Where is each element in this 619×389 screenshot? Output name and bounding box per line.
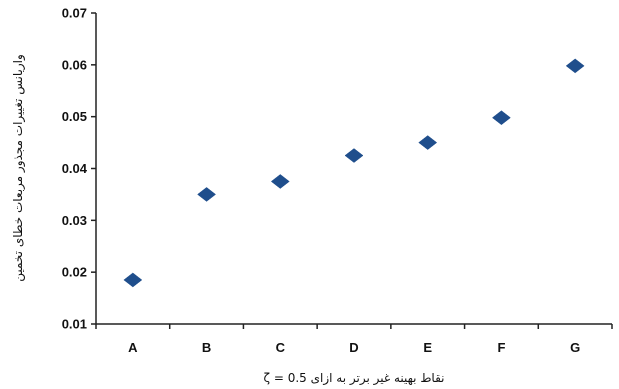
y-tick-label: 0.03 xyxy=(62,213,87,228)
data-point-E xyxy=(418,135,438,150)
data-point-D xyxy=(344,148,364,163)
data-point-C xyxy=(270,174,290,189)
y-tick-label: 0.04 xyxy=(62,161,88,176)
y-axis-title: واريانس تغييرات مجذور مربعات خطاى تخمين xyxy=(11,54,26,282)
y-tick-label: 0.01 xyxy=(62,317,87,332)
x-tick-label: C xyxy=(276,340,286,355)
x-ticks: A B C D E F G xyxy=(95,324,613,355)
x-tick-label: F xyxy=(497,340,505,355)
x-axis-title: نقاط بهينه غير برتر به ازاى 0.5 = ζ xyxy=(264,371,445,386)
x-tick-label: A xyxy=(128,340,138,355)
y-ticks: 0.01 0.02 0.03 0.04 0.05 0.06 0.07 xyxy=(62,6,96,332)
data-points xyxy=(123,58,585,288)
data-point-B xyxy=(197,187,216,202)
x-tick-label: G xyxy=(570,340,580,355)
x-tick-label: B xyxy=(202,340,211,355)
x-tick-label: E xyxy=(423,340,432,355)
plot-area xyxy=(95,13,612,325)
data-point-G xyxy=(565,58,585,74)
y-tick-label: 0.07 xyxy=(62,6,87,21)
data-point-F xyxy=(492,110,511,126)
data-point-A xyxy=(123,272,143,288)
y-tick-label: 0.06 xyxy=(62,57,87,72)
y-tick-label: 0.05 xyxy=(62,109,87,124)
y-tick-label: 0.02 xyxy=(62,265,87,280)
x-tick-label: D xyxy=(349,340,358,355)
